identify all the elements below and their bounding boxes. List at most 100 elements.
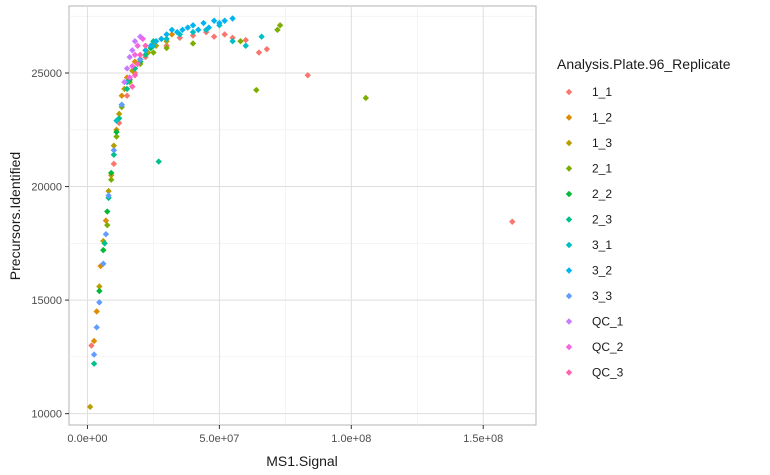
data-point: [168, 31, 176, 38]
data-point: [168, 26, 176, 34]
data-point: [108, 169, 115, 177]
y-tick-label: 20000: [31, 182, 62, 194]
data-point: [123, 92, 131, 99]
legend-key: [565, 216, 573, 223]
data-point: [118, 101, 125, 108]
y-tick-label: 10000: [31, 409, 62, 421]
data-point: [105, 192, 112, 199]
data-point: [163, 31, 170, 38]
y-tick-label: 25000: [31, 68, 62, 80]
data-point: [205, 24, 213, 31]
data-point: [129, 47, 136, 54]
data-point: [210, 33, 218, 40]
data-point: [216, 19, 223, 27]
data-point: [179, 26, 186, 34]
legend-key: [565, 190, 573, 198]
data-point: [142, 42, 149, 49]
data-point: [276, 22, 284, 29]
legend-label: 2_3: [592, 213, 612, 227]
data-point: [93, 308, 100, 315]
data-point: [237, 38, 244, 45]
legend-key: [565, 267, 573, 274]
legend-key: [565, 318, 573, 325]
legend-label: QC_2: [592, 340, 624, 354]
plot-panel: [68, 5, 537, 426]
legend-title: Analysis.Plate.96_Replicate: [557, 56, 731, 72]
data-point: [195, 26, 202, 34]
data-point: [150, 49, 157, 56]
data-point: [102, 217, 110, 224]
data-point: [253, 86, 260, 94]
data-point: [126, 53, 133, 61]
data-point: [221, 31, 228, 38]
legend-key: [565, 292, 573, 300]
data-point: [258, 33, 265, 40]
data-point: [104, 221, 111, 229]
data-point: [118, 92, 125, 99]
y-axis-ticks: 10000 15000 20000 25000: [31, 68, 69, 421]
legend: Analysis.Plate.96_Replicate 1_1 1_2 1_3 2_1…: [557, 56, 731, 380]
data-point: [90, 337, 98, 345]
legend-label: 1_3: [592, 136, 612, 150]
data-point: [113, 128, 120, 136]
data-point: [509, 218, 516, 225]
data-point: [134, 60, 141, 68]
data-point: [242, 42, 249, 49]
data-point: [152, 38, 160, 45]
legend-label: 3_1: [592, 238, 612, 252]
x-tick-label: 0.0e+00: [67, 433, 107, 445]
data-point: [96, 287, 103, 295]
x-axis-title: MS1.Signal: [266, 453, 338, 469]
data-point: [362, 94, 370, 102]
data-point: [142, 47, 149, 54]
data-point: [184, 24, 191, 31]
data-point: [229, 15, 236, 22]
data-point: [221, 17, 228, 24]
data-point: [131, 58, 139, 65]
legend-label: 3_3: [592, 289, 612, 303]
data-point: [255, 49, 263, 56]
data-point: [304, 72, 311, 79]
data-point: [176, 34, 184, 41]
data-point: [147, 42, 154, 49]
data-point: [123, 85, 131, 93]
data-point: [131, 65, 139, 72]
y-axis-title: Precursors.Identified: [7, 152, 23, 280]
legend-key: [565, 343, 573, 351]
legend-label: 2_1: [592, 162, 612, 176]
legend-items: 1_1 1_2 1_3 2_1 2_2 2_3 3_1 3_2 3_3 QC_1 QC_2 QC_3: [565, 85, 624, 380]
x-tick-label: 1.0e+08: [331, 433, 371, 445]
data-point: [88, 342, 95, 349]
data-point: [274, 26, 281, 34]
data-point: [139, 35, 147, 43]
legend-label: 1_2: [592, 111, 612, 125]
legend-key: [565, 241, 573, 249]
data-point: [105, 187, 112, 195]
grid-lines: [69, 6, 536, 425]
data-point: [123, 65, 131, 72]
data-point: [108, 176, 115, 183]
legend-label: 1_1: [592, 85, 612, 99]
data-point: [189, 32, 197, 39]
data-point: [121, 78, 128, 86]
legend-key: [565, 165, 573, 172]
data-point: [131, 38, 139, 45]
data-point: [242, 36, 249, 44]
data-point: [210, 17, 218, 24]
data-point: [158, 35, 165, 43]
legend-key: [565, 114, 573, 121]
x-tick-label: 1.5e+08: [463, 433, 503, 445]
data-point: [90, 351, 98, 358]
data-point: [229, 38, 236, 45]
data-point: [86, 403, 94, 411]
data-point: [229, 34, 236, 41]
data-point: [131, 72, 139, 79]
data-point: [131, 51, 139, 59]
data-point: [189, 40, 197, 47]
legend-key: [565, 88, 573, 96]
data-point: [110, 142, 118, 149]
data-point: [126, 74, 133, 81]
data-point: [115, 119, 123, 127]
legend-key: [565, 139, 573, 147]
